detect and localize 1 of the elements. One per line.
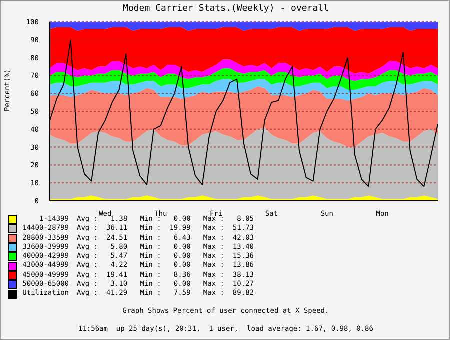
chart-title: Modem Carrier Stats.(Weekly) - overall: [122, 4, 330, 14]
